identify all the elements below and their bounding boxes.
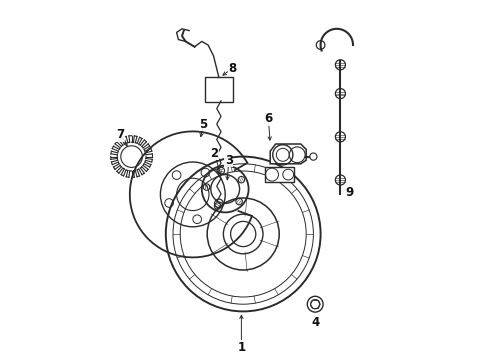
Text: 3: 3 [225, 154, 233, 167]
Text: 1: 1 [237, 341, 245, 354]
Polygon shape [265, 167, 294, 182]
Text: 9: 9 [345, 186, 353, 199]
Text: 7: 7 [117, 129, 125, 141]
Polygon shape [270, 144, 306, 164]
Circle shape [310, 153, 317, 160]
Text: 6: 6 [264, 112, 272, 125]
FancyBboxPatch shape [205, 77, 233, 102]
Text: 4: 4 [311, 316, 319, 329]
Text: 8: 8 [228, 62, 237, 75]
Text: 2: 2 [210, 147, 219, 159]
Text: 5: 5 [199, 118, 208, 131]
